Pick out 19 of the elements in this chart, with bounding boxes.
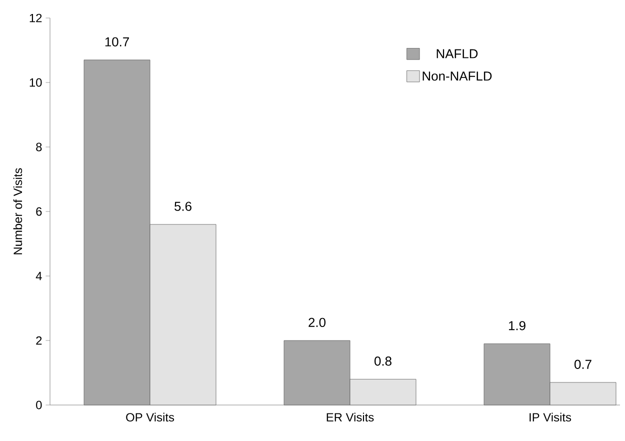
- y-tick-label: 2: [36, 336, 42, 345]
- y-tick-label: 12: [30, 14, 42, 22]
- legend-label: Non-NAFLD: [422, 72, 492, 81]
- y-tick-label: 0: [36, 400, 42, 410]
- data-label: 2.0: [308, 318, 326, 328]
- y-axis-title: Number of Visits: [13, 168, 22, 254]
- data-label: 5.6: [174, 202, 192, 211]
- y-tick-label: 4: [36, 272, 42, 280]
- x-tick-label: ER Visits: [326, 412, 374, 422]
- legend-label: NAFLD: [436, 49, 478, 58]
- data-label: 10.7: [105, 37, 129, 46]
- data-label: 1.9: [508, 321, 526, 330]
- y-tick-label: 10: [30, 78, 42, 87]
- x-tick-label: IP Visits: [530, 412, 572, 422]
- data-label: 0.7: [574, 360, 592, 369]
- data-label: 0.8: [374, 356, 392, 366]
- y-tick-label: 8: [36, 142, 42, 152]
- y-tick-label: 6: [36, 207, 42, 216]
- x-tick-label: OP Visits: [126, 412, 174, 422]
